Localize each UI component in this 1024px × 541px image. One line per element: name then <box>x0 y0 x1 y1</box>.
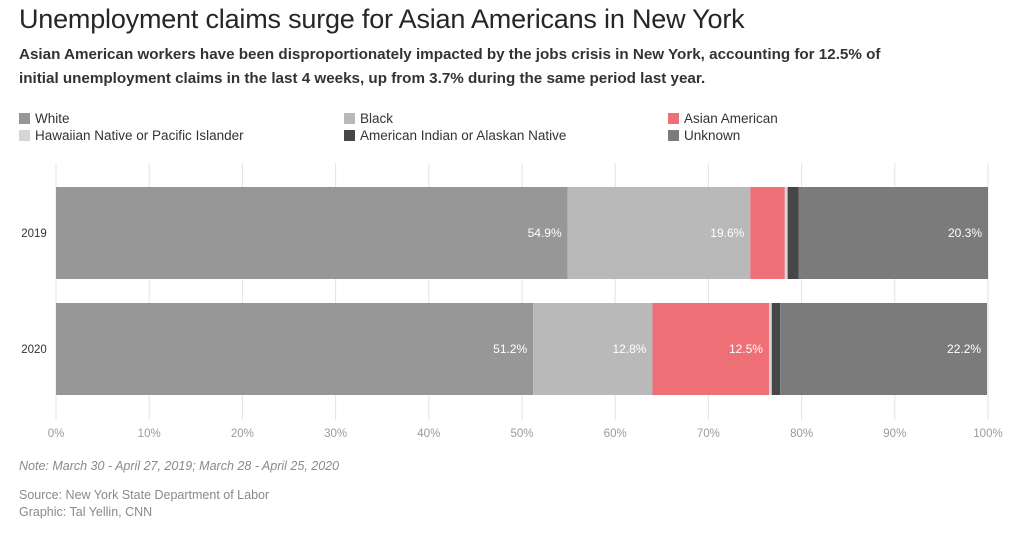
legend-swatch-black <box>344 112 355 124</box>
category-label: 2020 <box>21 344 47 356</box>
data-labels: 54.9% 19.6% 20.3% 51.2% 12.8% 12.5% 22.2% <box>493 226 982 356</box>
bar-segment <box>750 187 785 279</box>
legend-swatch-unknown <box>668 129 679 141</box>
bar-value-label: 12.8% <box>612 342 646 356</box>
x-tick-label: 10% <box>138 428 161 440</box>
bar-segment <box>567 187 751 279</box>
x-tick-label: 60% <box>604 428 627 440</box>
x-tick-label: 30% <box>324 428 347 440</box>
stacked-bar-chart: 54.9% 19.6% 20.3% 51.2% 12.8% 12.5% 22.2% 2019… <box>21 163 1003 440</box>
x-tick-label: 100% <box>973 428 1002 440</box>
bar-value-label: 19.6% <box>710 226 744 240</box>
chart-credit: Graphic: Tal Yellin, CNN <box>19 505 153 519</box>
category-label: 2019 <box>21 228 47 240</box>
x-axis-ticks: 0% 10% 20% 30% 40% 50% 60% 70% 80% 90% 100% <box>48 428 1003 440</box>
legend-item-unknown: Unknown <box>668 126 740 144</box>
chart-title: Unemployment claims surge for Asian Amer… <box>19 4 745 34</box>
bars <box>56 187 988 395</box>
bar-value-label: 20.3% <box>948 226 982 240</box>
bar-segment <box>787 187 799 279</box>
bar-segment <box>533 303 653 395</box>
legend: White Black Asian American Hawaiian Nati… <box>19 109 1009 145</box>
x-tick-label: 20% <box>231 428 254 440</box>
bar-value-label: 22.2% <box>947 342 981 356</box>
legend-item-asian-american: Asian American <box>668 109 778 127</box>
x-tick-label: 90% <box>883 428 906 440</box>
category-labels: 2019 2020 <box>21 228 47 356</box>
x-tick-label: 50% <box>510 428 533 440</box>
x-tick-label: 0% <box>48 428 65 440</box>
bar-segment <box>780 303 988 395</box>
legend-label-black: Black <box>360 110 394 126</box>
legend-swatch-white <box>19 112 30 124</box>
bar-segment <box>784 187 788 279</box>
legend-swatch-pacific-islander <box>19 129 30 141</box>
chart-source: Source: New York State Department of Lab… <box>19 488 270 502</box>
bar-segment <box>798 187 988 279</box>
legend-item-american-indian: American Indian or Alaskan Native <box>344 126 566 144</box>
legend-swatch-american-indian <box>344 129 355 141</box>
bar-segment <box>771 303 781 395</box>
bar-segment <box>56 187 568 279</box>
x-tick-label: 70% <box>697 428 720 440</box>
legend-label-unknown: Unknown <box>684 127 741 143</box>
chart-note: Note: March 30 - April 27, 2019; March 2… <box>19 459 340 473</box>
x-tick-label: 80% <box>790 428 813 440</box>
legend-label-pacific-islander: Hawaiian Native or Pacific Islander <box>35 127 244 143</box>
bar-segment <box>56 303 534 395</box>
chart-subtitle: Asian American workers have been disprop… <box>19 46 881 87</box>
bar-segment <box>768 303 772 395</box>
x-tick-label: 40% <box>417 428 440 440</box>
bar-value-label: 51.2% <box>493 342 527 356</box>
legend-swatch-asian-american <box>668 112 679 124</box>
legend-label-asian-american: Asian American <box>684 110 778 126</box>
legend-label-white: White <box>35 110 70 126</box>
legend-label-american-indian: American Indian or Alaskan Native <box>360 127 567 143</box>
legend-item-white: White <box>19 109 70 127</box>
bar-segment <box>652 303 769 395</box>
bar-value-label: 54.9% <box>528 226 562 240</box>
legend-item-pacific-islander: Hawaiian Native or Pacific Islander <box>19 126 244 144</box>
legend-item-black: Black <box>344 109 393 127</box>
bar-value-label: 12.5% <box>729 342 763 356</box>
